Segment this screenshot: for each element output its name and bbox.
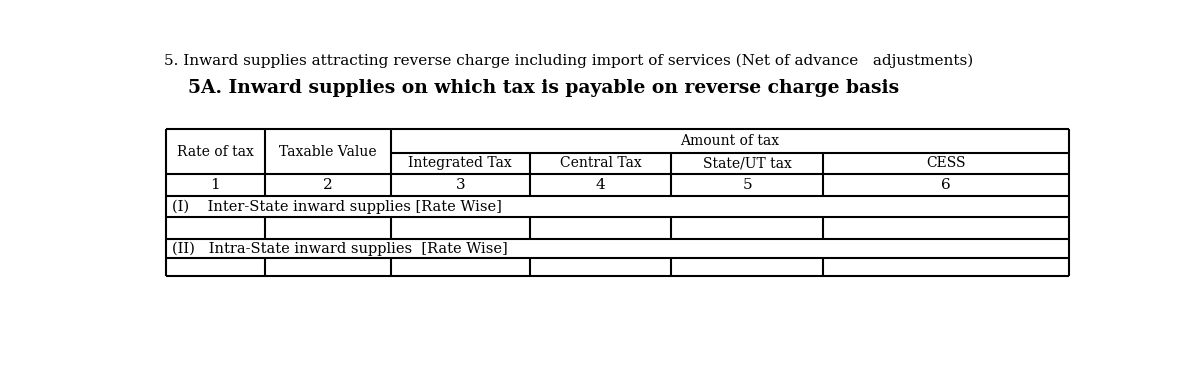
Text: 4: 4	[595, 178, 605, 192]
Text: Integrated Tax: Integrated Tax	[409, 156, 512, 170]
Text: 2: 2	[322, 178, 333, 192]
Text: Taxable Value: Taxable Value	[279, 145, 377, 159]
Text: 6: 6	[941, 178, 950, 192]
Text: 5: 5	[742, 178, 752, 192]
Text: Amount of tax: Amount of tax	[680, 134, 780, 148]
Text: (I)    Inter-State inward supplies [Rate Wise]: (I) Inter-State inward supplies [Rate Wi…	[172, 199, 502, 214]
Text: 5A. Inward supplies on which tax is payable on reverse charge basis: 5A. Inward supplies on which tax is paya…	[188, 79, 899, 97]
Text: State/UT tax: State/UT tax	[703, 156, 792, 170]
Text: Rate of tax: Rate of tax	[177, 145, 254, 159]
Text: (II)   Intra-State inward supplies  [Rate Wise]: (II) Intra-State inward supplies [Rate W…	[172, 241, 508, 255]
Text: 3: 3	[456, 178, 466, 192]
Text: Central Tax: Central Tax	[559, 156, 641, 170]
Text: CESS: CESS	[926, 156, 966, 170]
Text: 1: 1	[211, 178, 220, 192]
Text: 5. Inward supplies attracting reverse charge including import of services (Net o: 5. Inward supplies attracting reverse ch…	[165, 54, 973, 68]
